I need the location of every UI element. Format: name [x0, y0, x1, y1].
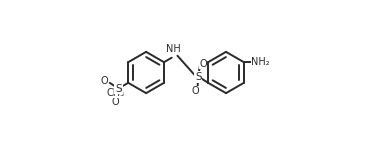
Text: O: O [200, 59, 207, 69]
Text: O: O [101, 76, 108, 86]
Text: S: S [195, 72, 201, 82]
Text: S: S [103, 88, 110, 98]
Text: CH₃: CH₃ [107, 88, 125, 98]
Text: S: S [115, 84, 122, 94]
Text: O: O [112, 97, 119, 107]
Text: NH: NH [166, 44, 181, 54]
Text: O: O [192, 86, 199, 96]
Text: NH₂: NH₂ [251, 57, 270, 67]
